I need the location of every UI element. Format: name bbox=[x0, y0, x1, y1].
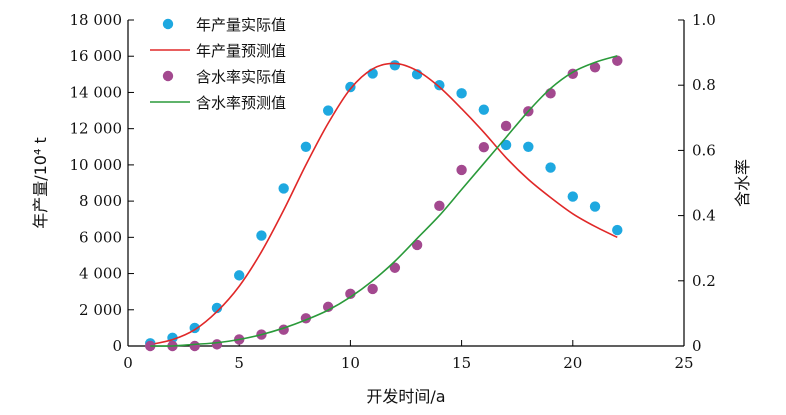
x-tick-label: 25 bbox=[674, 354, 693, 372]
y-left-tick-label: 16 000 bbox=[70, 47, 123, 65]
x-tick-label: 10 bbox=[341, 354, 360, 372]
data-point-series-2 bbox=[434, 200, 445, 212]
data-point-series-2 bbox=[545, 88, 556, 99]
plot-area bbox=[145, 55, 623, 352]
legend-swatch-2 bbox=[162, 70, 174, 82]
data-point-series-0 bbox=[256, 230, 267, 241]
y-right-tick-label: 1.0 bbox=[692, 11, 716, 29]
x-tick-label: 5 bbox=[234, 354, 244, 372]
legend-label-2: 含水率实际值 bbox=[196, 68, 286, 86]
y-left-tick-label: 18 000 bbox=[70, 11, 123, 29]
data-point-series-0 bbox=[589, 201, 601, 212]
y-left-tick-label: 0 bbox=[112, 337, 122, 355]
legend-label-3: 含水率预测值 bbox=[196, 94, 286, 112]
data-point-series-0 bbox=[545, 162, 556, 173]
data-point-series-2 bbox=[211, 339, 223, 350]
data-point-series-2 bbox=[367, 283, 378, 295]
data-point-series-0 bbox=[345, 81, 356, 93]
data-point-series-2 bbox=[589, 62, 601, 73]
data-point-series-2 bbox=[189, 340, 200, 352]
y-left-tick-label: 8 000 bbox=[79, 192, 122, 210]
y-right-tick-label: 0.8 bbox=[692, 76, 716, 94]
data-point-series-0 bbox=[322, 105, 334, 116]
y-right-tick-label: 0 bbox=[692, 337, 702, 355]
x-tick-label: 15 bbox=[452, 354, 471, 372]
data-point-series-2 bbox=[389, 262, 401, 273]
legend-swatch-0 bbox=[162, 18, 174, 30]
y-right-tick-label: 0.6 bbox=[692, 141, 716, 159]
y-left-tick-label: 2 000 bbox=[79, 301, 122, 319]
data-point-series-0 bbox=[211, 302, 223, 314]
data-point-series-0 bbox=[300, 141, 312, 152]
x-axis-title: 开发时间/a bbox=[366, 387, 445, 406]
data-point-series-0 bbox=[523, 141, 534, 152]
data-point-series-0 bbox=[567, 191, 578, 202]
legend-label-0: 年产量实际值 bbox=[196, 16, 286, 34]
y-left-axis-title: 年产量/10⁴ t bbox=[31, 137, 50, 229]
series-line-1 bbox=[150, 62, 618, 346]
data-point-series-0 bbox=[478, 104, 490, 115]
data-point-series-2 bbox=[345, 288, 356, 300]
data-point-series-0 bbox=[278, 183, 289, 194]
data-point-series-0 bbox=[612, 224, 623, 236]
data-point-series-2 bbox=[612, 55, 623, 66]
y-left-tick-label: 4 000 bbox=[79, 265, 122, 283]
data-point-series-0 bbox=[500, 139, 512, 151]
y-left-tick-label: 12 000 bbox=[70, 120, 123, 138]
data-point-series-0 bbox=[389, 60, 401, 71]
y-left-tick-label: 6 000 bbox=[79, 228, 122, 246]
data-point-series-0 bbox=[456, 88, 467, 99]
data-point-series-2 bbox=[411, 239, 423, 251]
series-line-3 bbox=[150, 55, 618, 347]
x-tick-label: 0 bbox=[123, 354, 133, 372]
y-right-axis-title: 含水率 bbox=[733, 159, 752, 207]
data-point-series-0 bbox=[234, 270, 245, 281]
data-point-series-2 bbox=[500, 120, 512, 132]
x-tick-label: 20 bbox=[563, 354, 582, 372]
y-right-tick-label: 0.4 bbox=[692, 207, 716, 225]
legend-label-1: 年产量预测值 bbox=[196, 42, 286, 60]
y-left-tick-label: 14 000 bbox=[70, 83, 123, 101]
data-point-series-2 bbox=[478, 141, 490, 153]
data-point-series-2 bbox=[456, 164, 467, 176]
y-right-tick-label: 0.2 bbox=[692, 272, 716, 290]
y-left-tick-label: 10 000 bbox=[70, 156, 123, 174]
data-point-series-0 bbox=[434, 80, 445, 91]
